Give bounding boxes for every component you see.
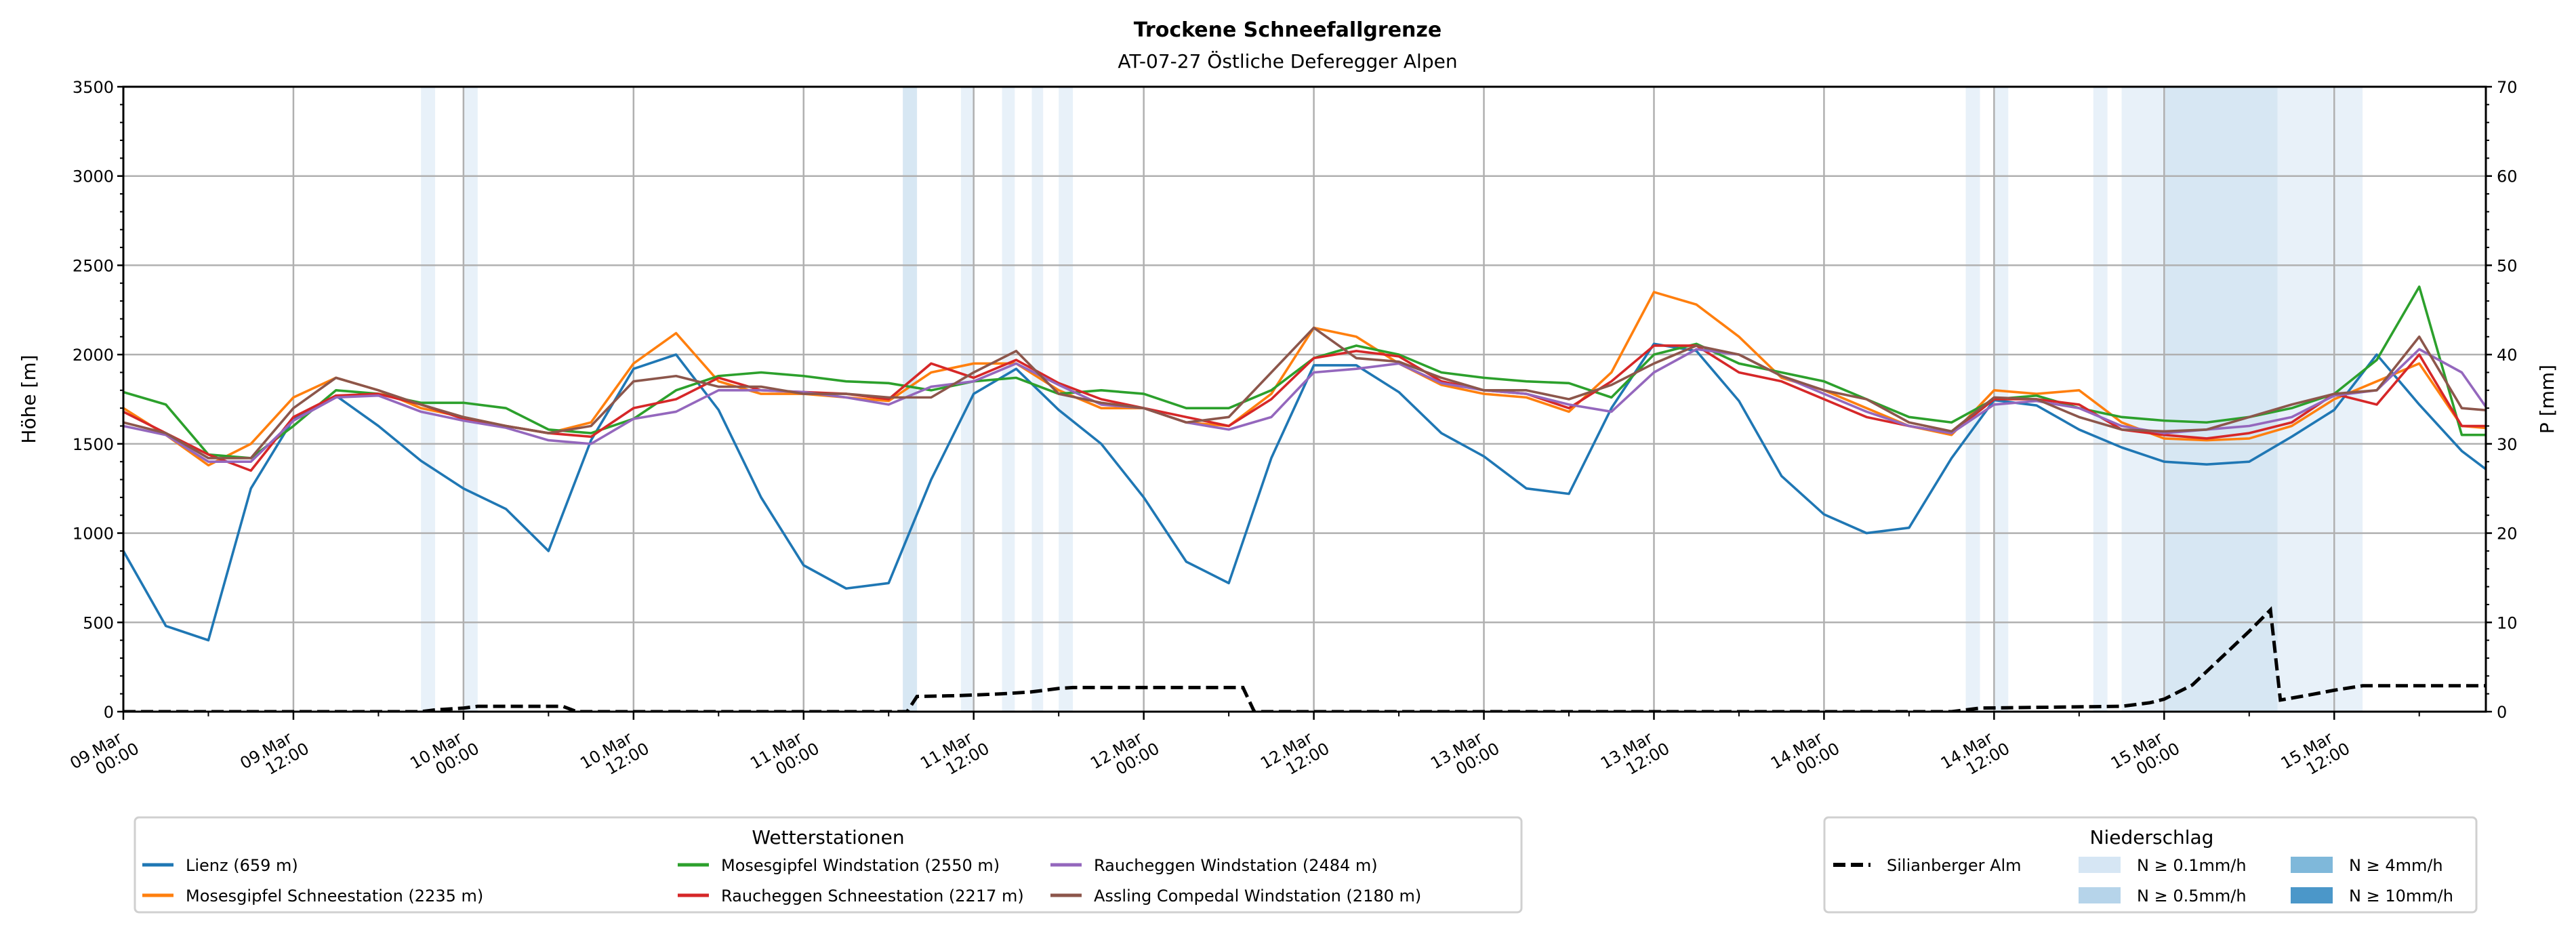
plot-frame (122, 85, 2487, 713)
chart-subtitle: AT-07-27 Östliche Deferegger Alpen (1118, 49, 1457, 73)
y-tick-label: 500 (83, 613, 114, 632)
legend-label-3: Raucheggen Schneestation (2217 m) (721, 887, 1024, 906)
y-tick-label: 2000 (73, 346, 114, 365)
precip-band (1002, 87, 1015, 712)
legend-stations: Wetterstationen Lienz (659 m) Mosesgipfel… (134, 816, 1523, 914)
legend-precip-station-label: Silianberger Alm (1887, 856, 2022, 875)
legend-stations-title: Wetterstationen (752, 826, 904, 849)
precip-band (2164, 87, 2278, 712)
legend-precip-swatch-2 (2291, 857, 2333, 873)
series-line-0 (123, 342, 2486, 642)
y-tick-label: 1500 (73, 435, 114, 454)
y-tick-label: 0 (104, 703, 114, 722)
precip-band (421, 87, 436, 712)
y-axis-label: Höhe [m] (18, 354, 40, 443)
precip-band (2121, 87, 2165, 712)
y-tick-label: 3500 (73, 78, 114, 97)
y-right-tick-label: 20 (2497, 525, 2518, 544)
precip-line (123, 606, 2486, 712)
precip-band (1031, 87, 1044, 712)
precip-band (1965, 87, 1980, 712)
precip-band (903, 87, 918, 712)
precip-bands (421, 87, 2363, 712)
legend-precip-label-3: N ≥ 10mm/h (2349, 887, 2453, 906)
y-right-tick-label: 0 (2497, 703, 2507, 722)
legend-precip-swatch-3 (2291, 887, 2333, 903)
precip-band (1059, 87, 1074, 712)
legend-precip-label-2: N ≥ 4mm/h (2349, 856, 2443, 875)
y-right-tick-label: 30 (2497, 435, 2518, 454)
y-tick-label: 1000 (73, 525, 114, 544)
legend-label-2: Mosesgipfel Windstation (2550 m) (721, 856, 1000, 875)
chart-title: Trockene Schneefallgrenze (1134, 18, 1442, 42)
series-lines (123, 285, 2486, 712)
y-right-tick-label: 70 (2497, 78, 2518, 97)
legend-precip-label-1: N ≥ 0.5mm/h (2137, 887, 2247, 906)
y-right-tick-label: 40 (2497, 346, 2518, 365)
y-right-tick-label: 60 (2497, 167, 2518, 186)
precip-band (960, 87, 974, 712)
legend-precip-title: Niederschlag (2090, 826, 2214, 849)
y-right-tick-label: 10 (2497, 613, 2518, 632)
legend-precip-label-0: N ≥ 0.1mm/h (2137, 856, 2247, 875)
y-axis-right-label: P [mm] (2536, 365, 2558, 434)
legend-label-5: Assling Compedal Windstation (2180 m) (1094, 887, 1421, 906)
legend-label-4: Raucheggen Windstation (2484 m) (1094, 856, 1378, 875)
series-line-5 (123, 326, 2486, 460)
legend-precip: Niederschlag Silianberger Alm N ≥ 0.1mm/… (1823, 816, 2478, 914)
series-line-4 (123, 348, 2486, 464)
precip-band (463, 87, 478, 712)
legend-label-1: Mosesgipfel Schneestation (2235 m) (186, 887, 483, 906)
legend-label-0: Lienz (659 m) (186, 856, 298, 875)
y-tick-label: 3000 (73, 167, 114, 186)
precip-band (2093, 87, 2108, 712)
y-right-tick-label: 50 (2497, 256, 2518, 275)
legend-precip-swatch-1 (2079, 887, 2121, 903)
y-tick-label: 2500 (73, 256, 114, 275)
legend-precip-swatch-0 (2079, 857, 2121, 873)
